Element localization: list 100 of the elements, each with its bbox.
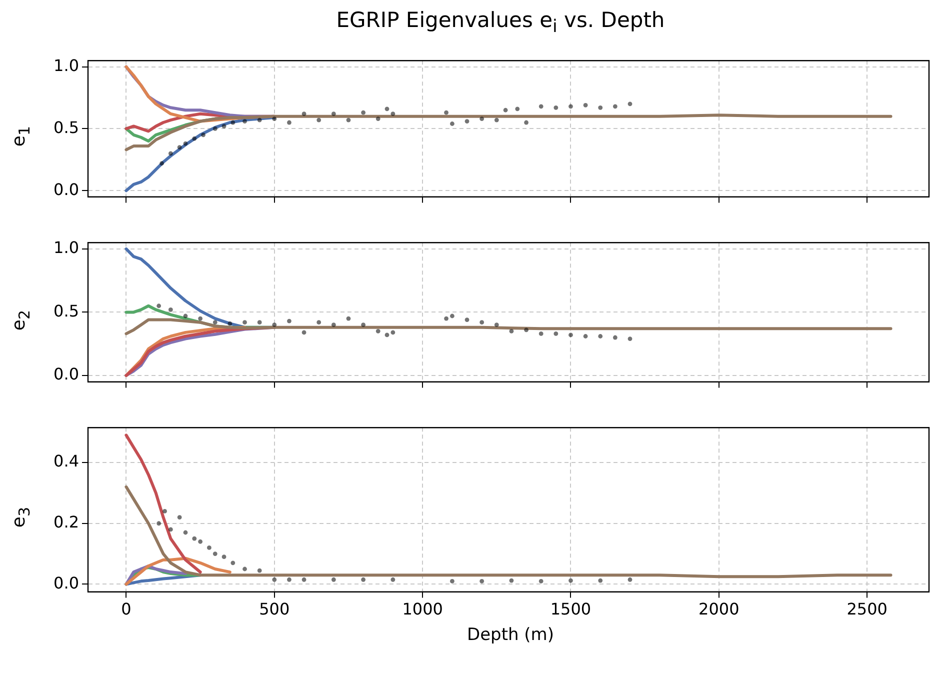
- point: [242, 320, 247, 325]
- point: [346, 118, 351, 122]
- point: [183, 530, 188, 535]
- point: [287, 577, 292, 582]
- x-tick-label: 2000: [698, 600, 740, 619]
- point: [628, 102, 632, 106]
- point: [376, 116, 380, 121]
- point: [554, 332, 558, 336]
- chart-title: EGRIP Eigenvalues e$_{i}$ vs. Depth: [335, 8, 666, 40]
- point: [177, 145, 182, 150]
- point: [212, 126, 218, 131]
- point: [316, 320, 322, 325]
- point: [568, 104, 573, 109]
- x-tick-label: 500: [259, 600, 290, 619]
- point: [612, 104, 618, 109]
- point: [192, 536, 197, 541]
- point: [598, 578, 603, 583]
- point: [598, 105, 603, 110]
- point: [168, 151, 173, 156]
- point: [207, 546, 212, 550]
- point: [464, 119, 470, 124]
- point: [212, 320, 218, 325]
- point: [162, 509, 167, 514]
- point: [287, 120, 292, 125]
- point: [554, 105, 558, 110]
- point: [538, 332, 544, 336]
- point: [583, 102, 588, 108]
- point: [628, 336, 632, 341]
- point: [272, 322, 277, 328]
- point: [524, 328, 528, 332]
- point: [183, 314, 188, 318]
- y-tick-label: 0.5: [54, 301, 79, 320]
- point: [156, 521, 162, 526]
- point: [272, 116, 277, 121]
- point: [568, 332, 573, 338]
- point: [503, 108, 508, 112]
- point: [168, 307, 173, 312]
- point: [272, 577, 277, 582]
- point: [384, 106, 390, 112]
- y-tick-label: 0.0: [54, 573, 79, 592]
- y-tick-label: 0.4: [54, 452, 79, 471]
- point: [444, 316, 448, 321]
- point: [509, 578, 514, 583]
- point: [450, 122, 454, 126]
- x-axis-title: Depth (m): [466, 625, 555, 647]
- point: [156, 304, 162, 308]
- point: [222, 124, 226, 128]
- x-tick-label: 0: [121, 600, 132, 619]
- point: [302, 330, 306, 335]
- point: [242, 566, 247, 572]
- point: [384, 332, 390, 338]
- y-tick-label: 1.0: [54, 56, 79, 75]
- point: [390, 112, 396, 116]
- point: [450, 314, 454, 318]
- point: [201, 132, 206, 138]
- point: [302, 577, 306, 582]
- point: [538, 104, 544, 109]
- point: [257, 320, 262, 325]
- point: [509, 328, 514, 334]
- point: [177, 515, 182, 520]
- point: [444, 110, 448, 115]
- point: [346, 316, 351, 321]
- point: [480, 320, 484, 325]
- x-tick-label: 1000: [402, 600, 443, 619]
- point: [376, 328, 380, 334]
- point: [230, 120, 236, 125]
- point: [598, 334, 603, 338]
- y-tick-label: 0.2: [54, 512, 79, 532]
- point: [494, 322, 499, 328]
- point: [361, 322, 366, 328]
- point: [212, 552, 218, 556]
- point: [361, 577, 366, 582]
- x-tick-label: 1500: [550, 600, 592, 619]
- point: [361, 110, 366, 115]
- point: [257, 568, 262, 573]
- point: [302, 112, 306, 116]
- point: [198, 539, 203, 544]
- point: [257, 118, 262, 122]
- point: [390, 577, 396, 582]
- point: [331, 322, 336, 328]
- y-tick-label: 0.0: [54, 364, 79, 384]
- point: [494, 118, 499, 122]
- point: [287, 318, 292, 324]
- point: [538, 578, 544, 584]
- point: [168, 527, 173, 532]
- point: [568, 578, 573, 583]
- point: [464, 318, 470, 322]
- point: [331, 112, 336, 116]
- x-tick-label: 2500: [846, 600, 888, 619]
- point: [183, 141, 188, 146]
- point: [228, 321, 232, 326]
- point: [583, 334, 588, 338]
- point: [160, 161, 164, 166]
- point: [450, 578, 454, 584]
- point: [612, 335, 618, 340]
- point: [198, 316, 203, 321]
- point: [390, 330, 396, 335]
- point: [628, 577, 632, 582]
- point: [192, 136, 197, 141]
- y-tick-label: 1.0: [54, 238, 79, 258]
